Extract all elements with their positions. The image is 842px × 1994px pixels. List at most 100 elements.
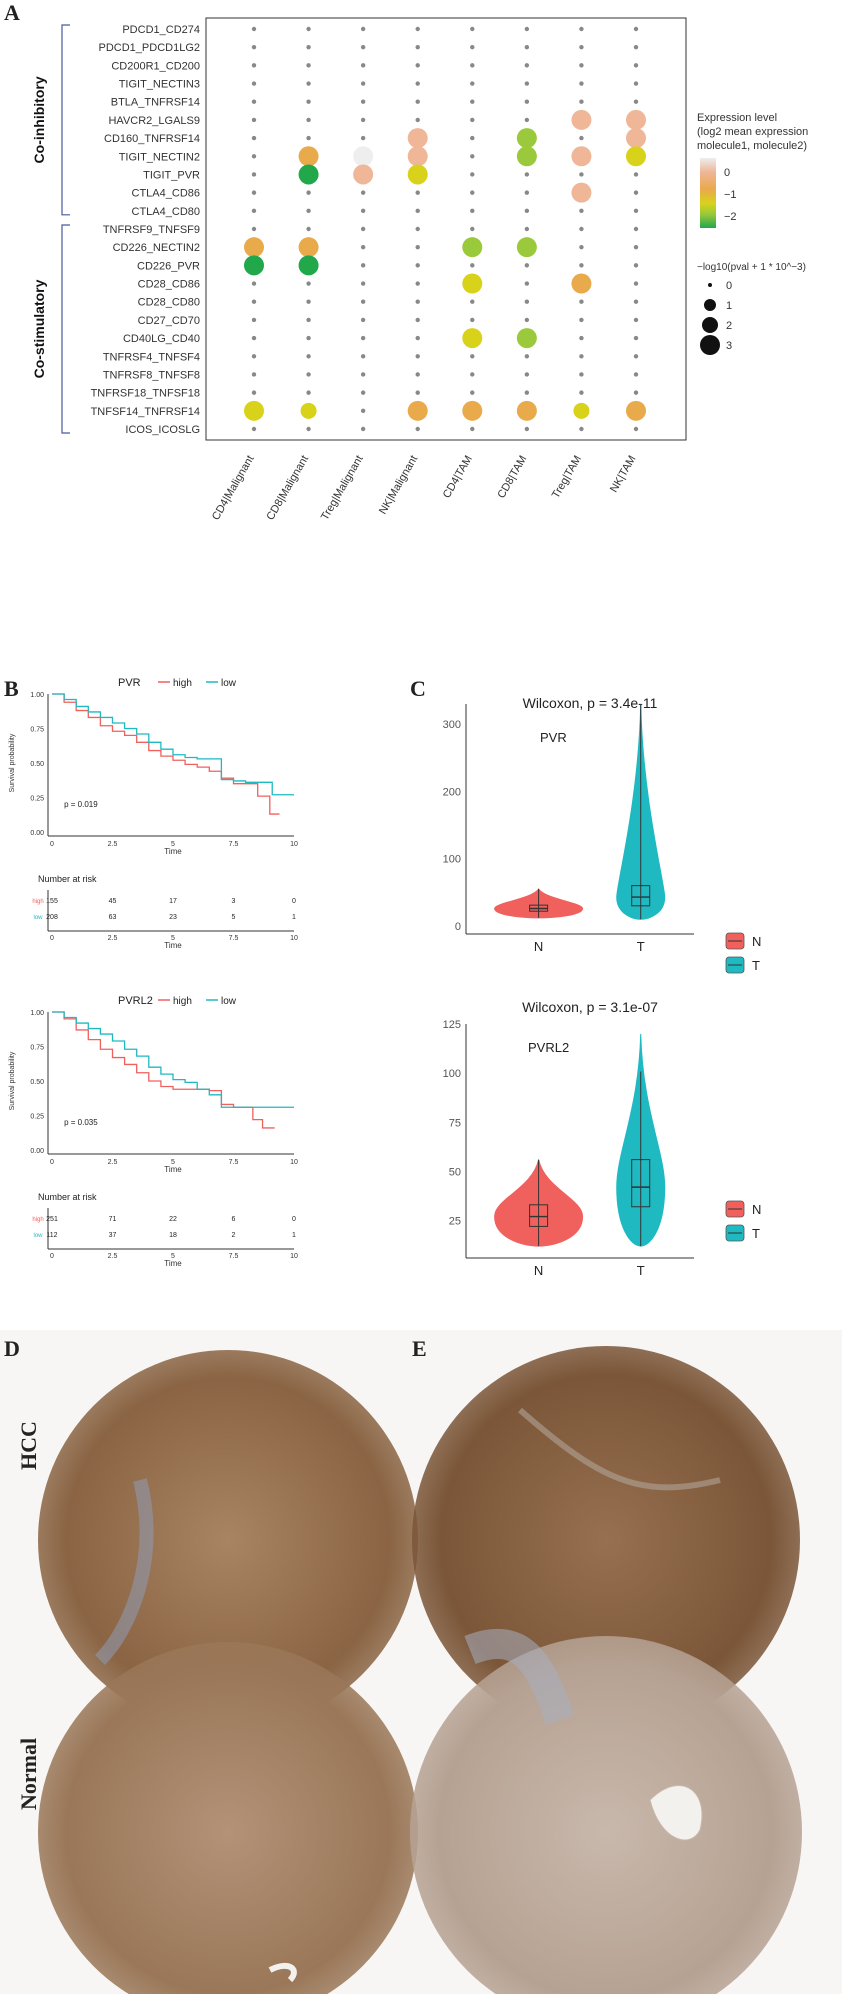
data-point (298, 237, 319, 258)
grid-dot (415, 26, 420, 32)
km-y-tick: 0.50 (30, 761, 44, 768)
ihc-tissue-cores (38, 1346, 802, 1994)
group-bracket (61, 24, 70, 216)
row-label: CTLA4_CD86 (132, 188, 200, 200)
risk-row-name: high (32, 899, 43, 905)
risk-x-tick: 2.5 (108, 1253, 118, 1260)
ihc-stroma-band (518, 1407, 721, 1491)
grid-dot (633, 190, 639, 195)
grid-dot (470, 190, 475, 195)
grid-dot (251, 190, 257, 195)
ihc-stroma-band (94, 1478, 154, 1665)
risk-value: 251 (46, 1216, 58, 1223)
grid-dot (579, 372, 584, 377)
risk-value: 1 (292, 914, 296, 921)
grid-dot (633, 226, 639, 232)
grid-dot (633, 390, 639, 395)
data-point (462, 237, 483, 258)
km-curve-low (52, 1011, 294, 1108)
panel-a-label: A (4, 0, 20, 25)
grid-dot (524, 81, 530, 86)
violin-legend-label: N (752, 934, 761, 949)
violin-box-T (631, 885, 651, 907)
data-point (407, 146, 428, 167)
km-x-label: Time (164, 1165, 182, 1174)
data-point (626, 109, 646, 130)
violin-y-tick: 50 (449, 1166, 461, 1178)
violin-y-tick: 100 (443, 1068, 461, 1080)
grid-dot (251, 208, 257, 214)
data-point (516, 400, 537, 421)
risk-value: 5 (232, 914, 236, 921)
data-point (516, 146, 537, 167)
grid-dot (306, 317, 311, 323)
grid-dot (306, 26, 311, 32)
risk-table-title: Number at risk (38, 874, 97, 884)
grid-dot (360, 263, 366, 268)
grid-dot (579, 81, 584, 86)
grid-dot (360, 44, 366, 50)
risk-value: 17 (169, 898, 177, 905)
grid-dot (360, 408, 366, 414)
grid-dot (579, 172, 584, 177)
data-point (353, 164, 374, 185)
grid-dot (360, 426, 366, 432)
ihc-vessel-lumen (268, 1962, 297, 1983)
grid-dot (579, 26, 584, 32)
size-legend-tick: 3 (726, 340, 732, 352)
column-label: CD8|TAM (495, 454, 529, 501)
km-y-tick: 0.75 (30, 1045, 44, 1052)
row-label: PDCD1_CD274 (122, 24, 200, 36)
risk-value: 22 (169, 1216, 177, 1223)
km-x-tick: 5 (171, 1159, 175, 1166)
grid-dot (633, 317, 639, 323)
grid-dot (524, 117, 530, 123)
column-label: NK|Malignant (377, 454, 420, 517)
grid-dot (470, 426, 475, 432)
expression-colorbar (700, 158, 716, 228)
grid-dot (633, 63, 639, 68)
km-y-tick: 0.25 (30, 1114, 44, 1121)
km-x-tick: 10 (290, 841, 298, 848)
grid-dot (251, 44, 257, 50)
grid-dot (470, 81, 475, 86)
violin-x-tick: N (534, 1263, 543, 1278)
risk-value: 1 (292, 1232, 296, 1239)
grid-dot (633, 172, 639, 177)
grid-dot (470, 317, 475, 323)
km-curve-low (52, 693, 294, 796)
data-point (407, 164, 428, 185)
risk-x-tick: 10 (290, 1253, 298, 1260)
km-legend-label: high (173, 996, 192, 1007)
grid-dot (470, 390, 475, 395)
data-point (244, 255, 264, 276)
grid-dot (251, 390, 257, 395)
violin-legend-label: T (752, 1226, 760, 1241)
grid-dot (306, 426, 311, 432)
grid-dot (415, 44, 420, 50)
grid-dot (415, 244, 420, 250)
km-y-tick: 0.00 (30, 1148, 44, 1155)
grid-dot (633, 44, 639, 50)
grid-dot (579, 390, 584, 395)
data-point (626, 146, 646, 167)
km-x-label: Time (164, 847, 182, 856)
row-label: CTLA4_CD80 (132, 206, 200, 218)
group-bracket (61, 224, 70, 434)
group-label: Co-inhibitory (31, 76, 47, 163)
grid-dot (579, 354, 584, 359)
km-title: PVR (118, 677, 141, 689)
row-label: CD28_CD80 (138, 297, 200, 309)
violin-y-tick: 300 (443, 719, 461, 731)
data-point (516, 328, 537, 349)
grid-dot (579, 63, 584, 68)
grid-dot (306, 390, 311, 395)
km-pvalue: p = 0.019 (64, 800, 98, 809)
grid-dot (524, 317, 530, 323)
risk-row-name: low (33, 1233, 43, 1239)
grid-dot (524, 99, 530, 104)
grid-dot (470, 263, 475, 268)
grid-dot (251, 317, 257, 323)
